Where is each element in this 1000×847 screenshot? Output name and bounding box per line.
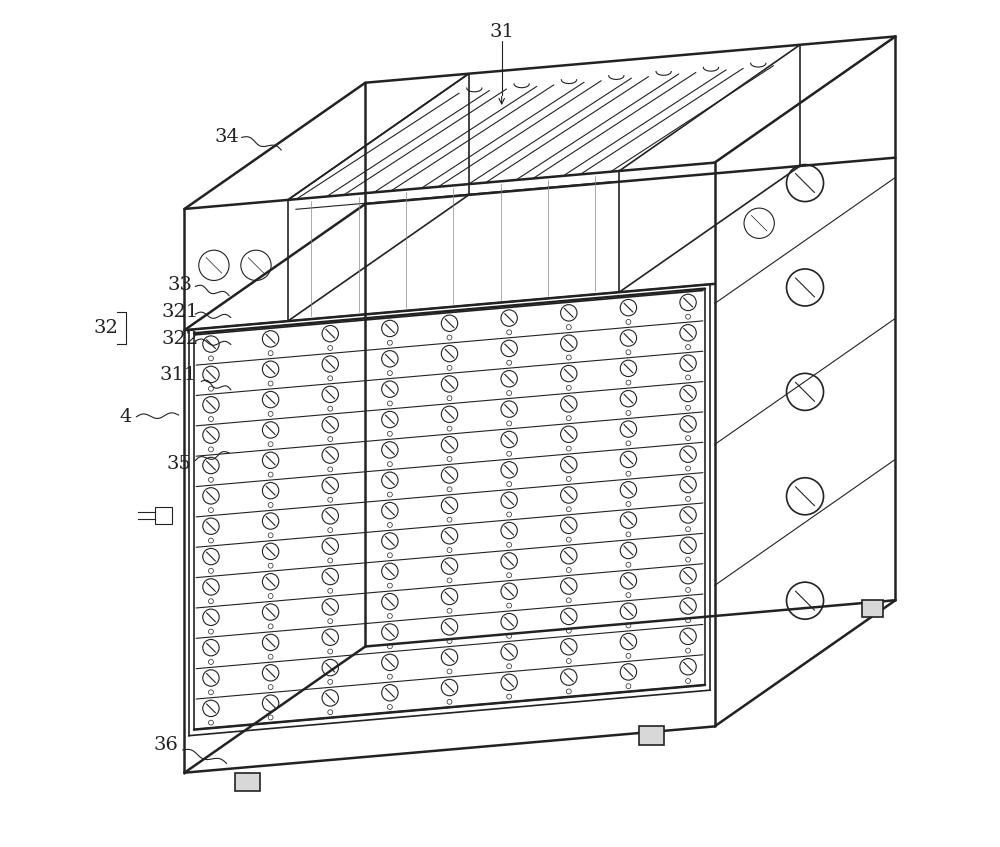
Bar: [639, 727, 664, 745]
Text: 32: 32: [94, 319, 119, 337]
Bar: [155, 507, 172, 524]
Text: 31: 31: [489, 23, 514, 42]
Text: 4: 4: [119, 407, 132, 426]
Text: 322: 322: [162, 330, 199, 348]
Text: 36: 36: [154, 736, 178, 754]
Text: 311: 311: [160, 366, 197, 384]
Bar: [862, 601, 883, 617]
Bar: [235, 772, 260, 791]
Text: 33: 33: [168, 275, 193, 294]
Text: 321: 321: [162, 303, 199, 321]
Text: 34: 34: [214, 129, 239, 147]
Text: 35: 35: [166, 455, 191, 473]
